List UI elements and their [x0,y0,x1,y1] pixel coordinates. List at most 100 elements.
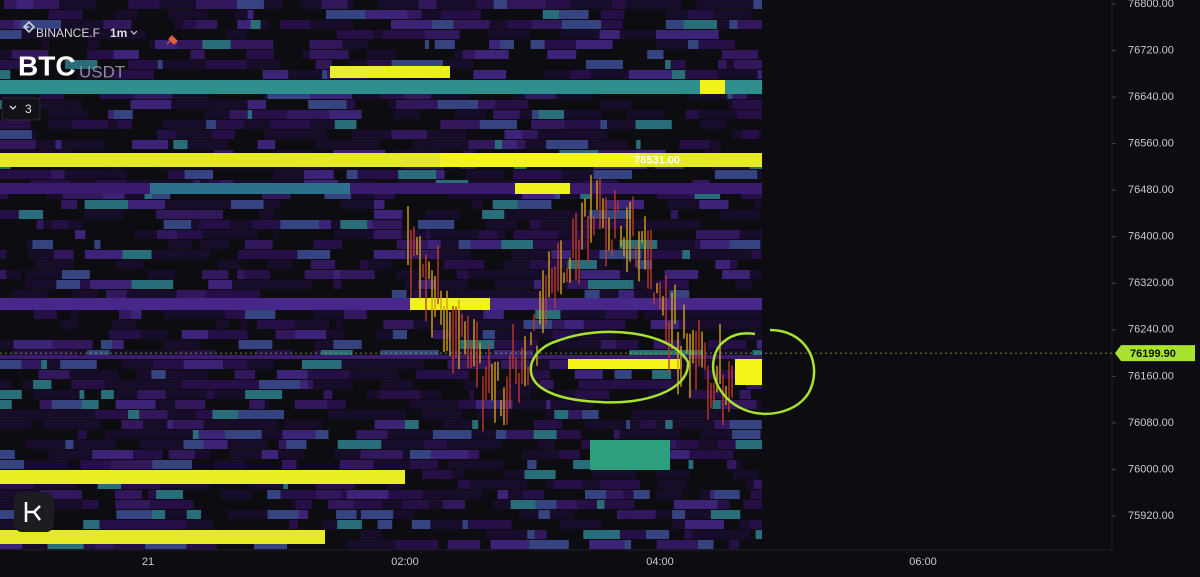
heat-cell [339,460,374,469]
heat-cell [580,190,592,199]
heat-cell [735,280,752,289]
heat-cell [554,190,561,199]
heat-cell [672,420,715,429]
heat-cell [44,500,83,509]
interval[interactable]: 1m [110,26,127,40]
heat-cell [445,230,479,239]
heat-cell [13,340,53,349]
heat-cell [195,310,206,319]
heat-cell [121,360,154,369]
heat-cell [72,120,109,129]
heat-cell [471,430,496,439]
heat-cell [744,530,750,539]
heat-cell [583,320,626,329]
heat-cell [531,20,562,29]
heat-cell [54,250,74,259]
price-tick-label: 76240.00 [1128,324,1174,336]
heat-cell [262,70,289,79]
heat-cell [165,370,195,379]
heat-cell [616,510,627,519]
heat-cell [418,0,437,9]
heat-cell [6,270,22,279]
heat-cell [490,540,530,549]
liquidity-band [590,440,670,470]
heat-cell [504,330,533,339]
heat-cell [597,500,605,509]
heat-cell [201,270,229,279]
heat-cell [212,130,235,139]
heat-cell [340,200,375,209]
price-tick-label: 76720.00 [1128,44,1174,56]
heat-cell [151,510,166,519]
heat-cell [33,310,57,319]
heat-cell [313,350,321,359]
heat-cell [665,420,673,429]
heat-cell [442,60,473,69]
heat-cell [499,40,514,49]
heat-cell [114,10,139,19]
heat-cell [163,340,200,349]
heat-cell [298,510,308,519]
heat-cell [281,460,297,469]
heat-cell [168,240,193,249]
heat-cell [440,240,459,249]
heat-cell [68,220,83,229]
heat-cell [591,190,617,199]
heat-cell [186,510,202,519]
heat-cell [73,440,117,449]
heat-cell [710,490,715,499]
heat-cell [738,130,743,139]
heat-cell [727,460,737,469]
heat-cell [545,410,555,419]
heat-cell [257,140,276,149]
heat-cell [208,330,248,339]
heat-cell [77,430,87,439]
heat-cell [641,280,657,289]
heat-cell [195,410,213,419]
heat-cell [84,250,123,259]
price-tick-label: 76560.00 [1128,138,1174,150]
indicator-count: 3 [25,102,32,116]
heat-cell [321,0,348,9]
heat-cell [436,170,445,179]
heat-cell [165,510,187,519]
heat-cell [280,220,319,229]
heat-cell [631,410,658,419]
heat-cell [118,310,131,319]
heat-cell [688,10,713,19]
heat-cell [545,0,571,9]
heat-cell [337,520,362,529]
heat-cell [224,430,262,439]
heat-cell [739,520,750,529]
heat-cell [206,390,214,399]
heat-cell [108,120,118,129]
heat-cell [195,450,211,459]
heat-cell [0,270,7,279]
heat-cell [522,450,559,459]
heat-cell [556,430,581,439]
heat-cell [24,460,68,469]
heat-cell [746,480,754,489]
heat-cell [393,110,420,119]
heat-cell [671,70,686,79]
heat-cell [503,470,525,479]
heat-cell [426,430,433,439]
heat-cell [315,490,342,499]
heat-cell [20,20,62,29]
heat-cell [24,280,57,289]
heat-cell [194,370,209,379]
heat-cell [493,500,511,509]
pin-icon[interactable] [166,35,178,45]
heat-cell [472,420,479,429]
heat-cell [700,490,711,499]
heat-cell [359,260,368,269]
indicator-toggle[interactable] [1,97,41,121]
heat-cell [570,0,612,9]
heat-cell [173,390,207,399]
heat-cell [499,480,528,489]
heat-cell [280,20,311,29]
heat-cell [749,520,762,529]
current-price-label: 76199.90 [1130,348,1176,360]
heat-cell [336,510,357,519]
heat-cell [77,110,88,119]
